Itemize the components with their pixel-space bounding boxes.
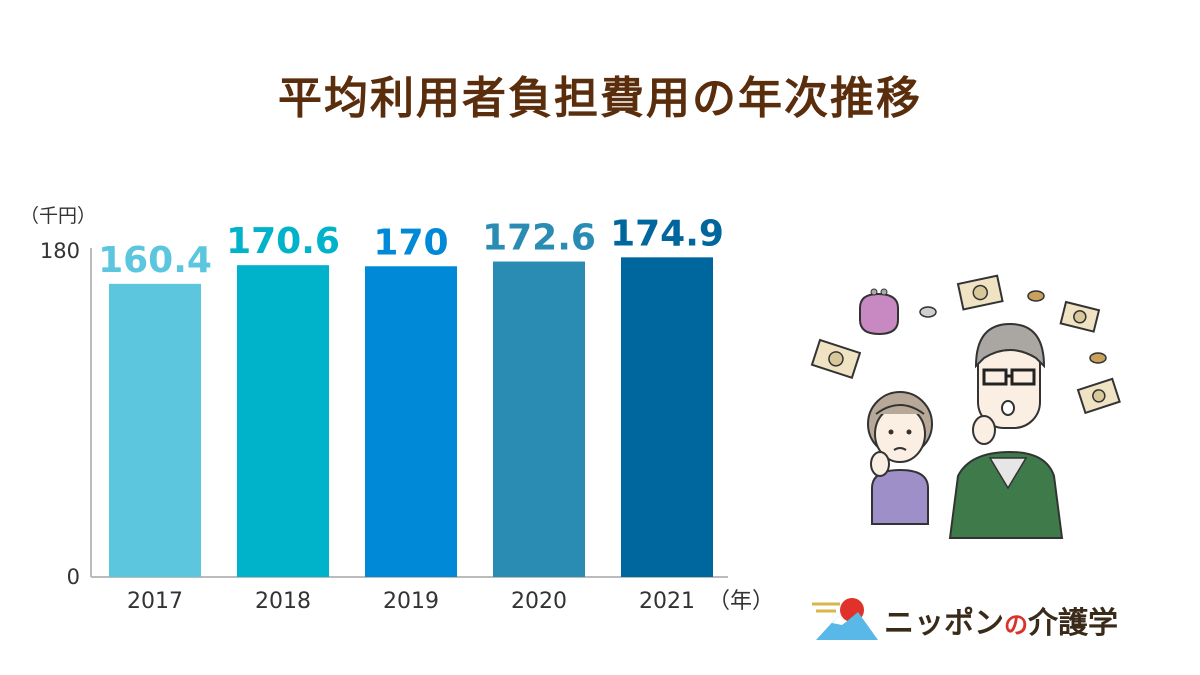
banknote-icon <box>1059 300 1101 333</box>
logo-text-no: の <box>1004 611 1028 639</box>
x-tick-2018: 2018 <box>255 589 311 614</box>
y-axis-unit: （千円） <box>20 205 96 227</box>
y-tick-zero: 0 <box>67 565 80 589</box>
elderly-woman <box>867 391 933 525</box>
logo-mark-icon <box>812 598 878 640</box>
bar-2018 <box>237 265 329 577</box>
logo-text-tail: 介護学 <box>1028 606 1118 641</box>
bar-2021 <box>621 257 713 577</box>
chart-title: 平均利用者負担費用の年次推移 <box>278 73 922 124</box>
value-label-2020: 172.6 <box>482 218 596 259</box>
banknote-icon <box>956 274 1004 311</box>
coin-icon <box>919 306 937 318</box>
bar-2019 <box>365 266 457 577</box>
value-label-2019: 170 <box>373 222 448 263</box>
value-label-2021: 174.9 <box>610 213 724 254</box>
banknote-icon <box>810 338 862 379</box>
coin-icon <box>1089 352 1107 364</box>
y-tick-max: 180 <box>40 239 80 263</box>
bar-2020 <box>493 261 585 577</box>
banknote-icon <box>1076 377 1121 415</box>
value-label-2018: 170.6 <box>226 221 340 262</box>
x-axis-unit: （年） <box>708 589 774 614</box>
site-logo[interactable]: ニッポンの介護学 <box>810 592 1170 646</box>
x-tick-2019: 2019 <box>383 589 439 614</box>
coin-icon <box>1027 290 1045 302</box>
x-tick-2021: 2021 <box>639 589 695 614</box>
elderly-couple-worried-illustration <box>810 274 1121 539</box>
logo-text: ニッポンの介護学 <box>884 598 1118 642</box>
elderly-man <box>948 322 1064 539</box>
bar-series: 160.4 2017 170.6 2018 170 2019 172.6 2020 174.9 2… <box>98 213 724 614</box>
x-tick-2017: 2017 <box>127 589 183 614</box>
x-tick-2020: 2020 <box>511 589 567 614</box>
bar-chart: （千円） 180 0 160.4 2017 170.6 2018 170 2019 172.… <box>20 205 774 614</box>
bar-2017 <box>109 283 201 577</box>
logo-text-main: ニッポン <box>884 606 1004 641</box>
value-label-2017: 160.4 <box>98 240 212 281</box>
coin-purse-icon <box>859 288 899 336</box>
